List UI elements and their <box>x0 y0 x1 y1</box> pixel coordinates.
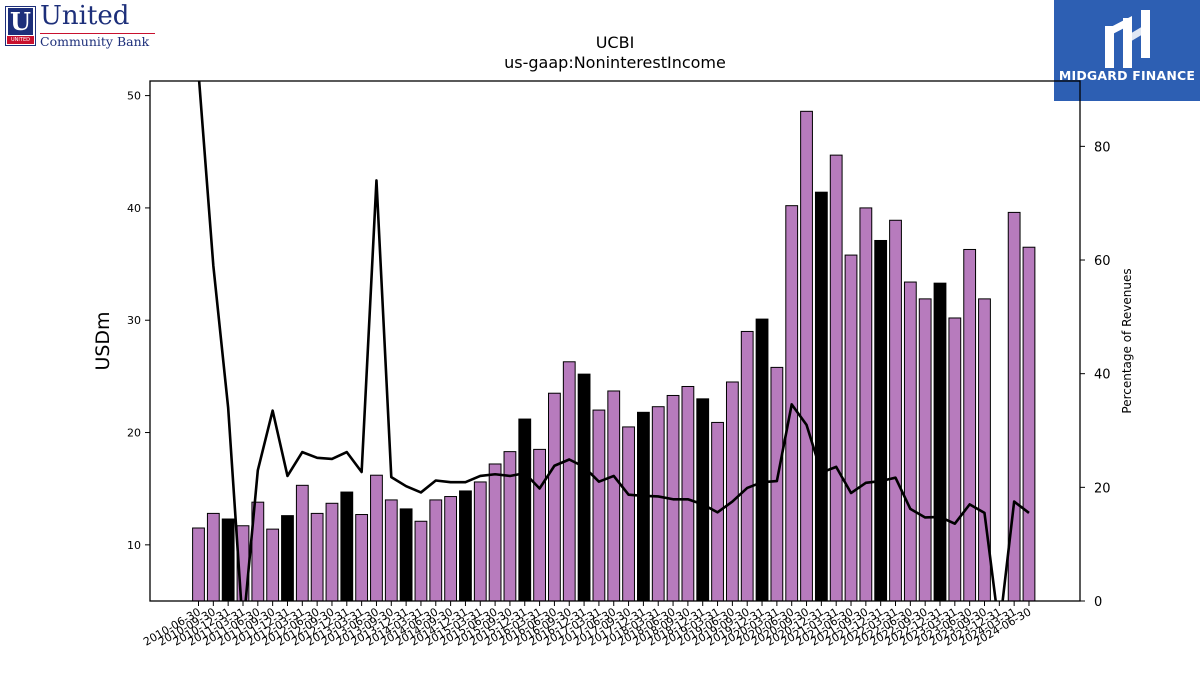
bar-2014-09-30 <box>444 496 458 602</box>
bar-2019-06-30 <box>725 381 739 602</box>
bar-2012-06-30 <box>310 512 324 602</box>
y-tick-label: 50 <box>127 90 141 103</box>
bar-2021-09-30 <box>859 207 873 602</box>
y-axis-label: USDm <box>92 311 114 370</box>
bar-2015-12-31 <box>518 418 532 602</box>
bar-2024-06-30 <box>1022 246 1036 602</box>
bar-2010-12-31 <box>221 518 235 602</box>
bar-2022-03-31 <box>889 219 902 602</box>
percentage-line <box>197 81 1030 601</box>
bar-2010-06-30 <box>192 527 205 602</box>
y-tick-label: 10 <box>127 539 141 552</box>
y2-tick-label: 80 <box>1094 140 1111 155</box>
y2-tick-label: 20 <box>1094 481 1111 496</box>
y2-tick-label: 0 <box>1094 595 1102 610</box>
bar-2013-06-30 <box>370 474 383 602</box>
united-community-bank-logo: U UNITED United Community Bank <box>5 1 165 49</box>
bar-2016-09-30 <box>562 361 576 602</box>
bar-2015-06-30 <box>488 463 502 602</box>
bar-2020-09-30 <box>800 110 813 602</box>
bar-2021-03-31 <box>829 154 843 602</box>
bar-2013-12-31 <box>399 508 413 602</box>
united-emblem-icon: U UNITED <box>5 6 36 46</box>
line-group <box>197 81 1030 601</box>
bar-2019-12-31 <box>755 318 769 602</box>
bar-2017-06-30 <box>607 390 621 602</box>
bar-2014-12-31 <box>459 490 472 602</box>
bar-2012-09-30 <box>325 502 339 602</box>
bar-2017-12-31 <box>637 411 650 602</box>
bar-2014-06-30 <box>429 499 443 602</box>
midgard-brand-name: MIDGARD FINANCE <box>1058 68 1196 83</box>
bar-2022-12-31 <box>933 282 947 602</box>
bar-2013-03-31 <box>355 514 369 602</box>
bar-2012-12-31 <box>340 491 354 602</box>
bar-2017-03-31 <box>592 409 606 602</box>
y2-axis-label: Percentage of Revenues <box>1120 268 1134 413</box>
bar-2012-03-31 <box>295 484 309 602</box>
bar-2015-03-31 <box>473 481 487 602</box>
bar-2018-09-30 <box>681 385 695 602</box>
bar-2020-03-31 <box>770 366 784 602</box>
bar-2018-12-31 <box>696 398 710 602</box>
logo-name: United <box>40 1 130 31</box>
y-tick-label: 20 <box>127 427 141 440</box>
y-tick-label: 30 <box>127 314 141 327</box>
bar-2013-09-30 <box>384 499 398 602</box>
bars-group <box>192 110 1036 602</box>
bar-2023-09-30 <box>978 298 991 602</box>
bar-2010-09-30 <box>206 512 220 602</box>
bar-2019-09-30 <box>740 330 754 602</box>
bar-2011-09-30 <box>266 528 280 602</box>
plot-frame <box>149 80 1081 602</box>
bar-2016-06-30 <box>548 392 561 602</box>
bar-2014-03-31 <box>414 520 428 602</box>
bar-2018-03-31 <box>651 406 665 602</box>
bar-2023-06-30 <box>963 248 977 602</box>
bar-2021-06-30 <box>844 254 858 602</box>
bar-2021-12-31 <box>874 239 888 602</box>
y2-tick-label: 60 <box>1094 254 1111 269</box>
bar-2022-06-30 <box>903 281 917 602</box>
bar-2022-09-30 <box>918 298 932 602</box>
logo-subname: Community Bank <box>40 34 150 49</box>
chart-subtitle: us-gaap:NoninterestIncome <box>504 53 726 72</box>
bar-2020-12-31 <box>814 191 828 602</box>
midgard-mark-icon <box>1105 10 1150 68</box>
bar-2017-09-30 <box>622 426 635 602</box>
midgard-finance-logo: MIDGARD FINANCE <box>1054 0 1200 101</box>
axes-group: 10203040500204060802010-06-302010-09-302… <box>127 80 1111 649</box>
bar-2016-03-31 <box>533 448 546 602</box>
bar-2011-12-31 <box>281 515 294 602</box>
y2-tick-label: 40 <box>1094 368 1111 383</box>
chart-title: UCBI <box>596 33 635 52</box>
y-tick-label: 40 <box>127 202 141 215</box>
bar-2023-03-31 <box>948 317 962 602</box>
bar-2016-12-31 <box>577 373 591 602</box>
